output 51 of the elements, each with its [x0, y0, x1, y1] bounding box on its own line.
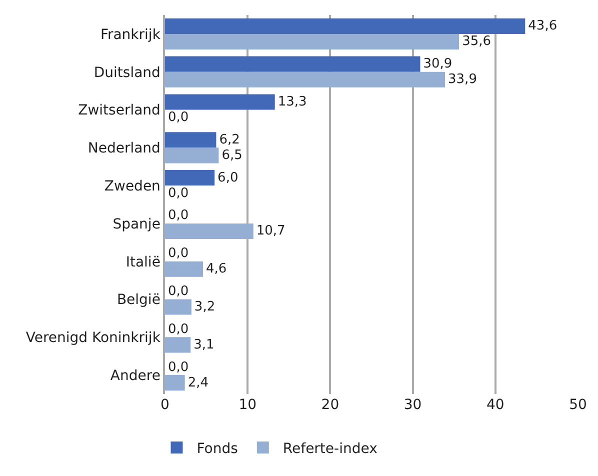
y-tick-label: Frankrijk [100, 26, 162, 43]
bar [165, 132, 216, 148]
data-label: 2,4 [188, 375, 209, 390]
y-tick-label: Spanje [112, 216, 160, 232]
data-label: 0,0 [168, 246, 189, 262]
bar [165, 148, 219, 164]
bar [165, 94, 275, 110]
x-tick-label: 0 [160, 397, 170, 413]
data-label: 35,6 [462, 34, 492, 50]
y-tick-label: België [116, 292, 160, 308]
y-tick-label: Nederland [88, 140, 160, 157]
data-label: 0,0 [168, 360, 189, 375]
bar [165, 72, 446, 88]
legend-label: Referte-index [282, 440, 378, 457]
data-label: 13,3 [278, 94, 307, 110]
bar [165, 375, 185, 391]
x-tick-label: 40 [486, 397, 504, 413]
bar [165, 34, 460, 50]
data-label: 6,5 [222, 148, 242, 163]
x-tick-label: 10 [238, 397, 257, 413]
data-label: 33,9 [448, 72, 477, 88]
y-tick-label: Zweden [104, 178, 160, 194]
data-label: 4,6 [206, 262, 227, 277]
data-label: 0,0 [168, 322, 189, 337]
bar [165, 261, 203, 277]
bar [165, 18, 526, 34]
data-label: 10,7 [256, 224, 286, 239]
bar [165, 223, 254, 239]
bar [165, 170, 215, 186]
data-label: 0,0 [168, 208, 189, 224]
data-label: 0,0 [168, 284, 189, 299]
x-tick-label: 20 [321, 397, 340, 413]
y-tick-label: Duitsland [94, 64, 160, 81]
bar [165, 337, 191, 353]
data-label: 0,0 [168, 110, 189, 126]
bar [165, 56, 420, 72]
y-tick-label: Zwitserland [78, 102, 160, 119]
data-label: 3,1 [194, 337, 214, 352]
bar [165, 299, 192, 315]
x-tick-label: 50 [569, 397, 587, 413]
data-label: 6,0 [218, 170, 238, 186]
data-label: 30,9 [423, 56, 452, 72]
y-tick-label: Andere [110, 368, 160, 384]
data-label: 43,6 [528, 18, 558, 34]
x-tick-label: 30 [404, 397, 422, 413]
legend-label: Fonds [196, 440, 238, 457]
data-label: 3,2 [194, 300, 216, 315]
data-label: 6,2 [219, 132, 240, 148]
y-tick-label: Verenigd Koninkrijk [26, 330, 162, 346]
y-tick-label: Italië [126, 254, 160, 270]
data-label: 0,0 [168, 186, 189, 201]
